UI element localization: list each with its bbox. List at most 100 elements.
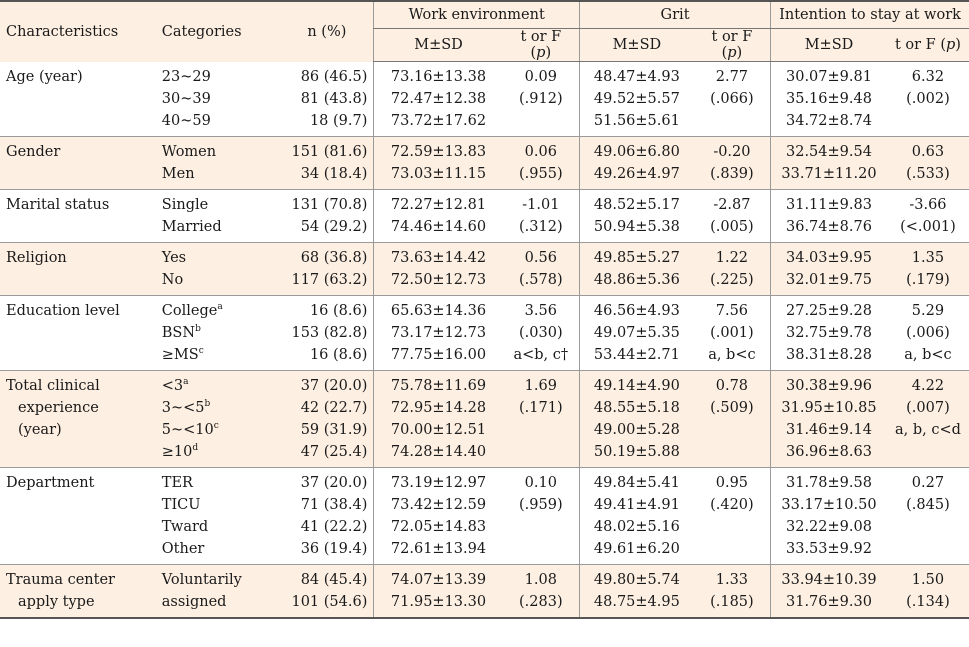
intention-msd-value: 33.17±10.50 [781, 497, 877, 513]
category-cell: Collegea BSNb ≥MSc [155, 295, 281, 371]
grit-msd-value: 51.56±5.61 [593, 113, 680, 129]
grit-test-value: (.839) [710, 166, 754, 182]
work-environment-test-value: 1.69 [524, 378, 557, 394]
category-label: 3~<5b [162, 397, 275, 419]
n-percent-value: 86 (46.5) [300, 68, 368, 85]
category-text: Other [161, 541, 205, 557]
n-percent-value: 36 (19.4) [300, 541, 368, 557]
characteristic-cell: Education level [0, 295, 156, 371]
n-percent-value: 37 (20.0) [300, 475, 368, 491]
n-percent-value: 117 (63.2) [291, 272, 368, 288]
characteristic-value: (year) [18, 422, 62, 438]
header-intention-to-stay: Intention to stay at work [770, 0, 969, 29]
category-text: 40~59 [161, 112, 211, 129]
header-we-msd: M±SD [373, 28, 503, 62]
grit-test-value: (.001) [710, 325, 754, 341]
intention-msd-cell: 32.54±9.54 33.71±11.20 [770, 136, 887, 190]
grit-msd-value: 49.84±5.41 [593, 475, 680, 491]
n-percent-value: 37 (20.0) [300, 378, 368, 394]
intention-msd-value: 31.11±9.83 [786, 197, 872, 213]
characteristic-cell: Trauma center apply type [0, 564, 156, 619]
category-text: 5~<10 [161, 422, 214, 438]
n-percent-value: 47 (25.4) [300, 444, 368, 460]
intention-test-value: -3.66 [909, 197, 947, 213]
category-text: 30~39 [161, 90, 211, 107]
characteristic-value: experience [18, 400, 99, 416]
characteristic-value: apply type [18, 594, 95, 610]
grit-msd-cell: 48.47±4.93 49.52±5.57 51.56±5.61 [578, 61, 694, 137]
category-superscript: c [198, 346, 204, 357]
grit-test-cell: -2.87 (.005) [693, 189, 771, 243]
n-percent-value: 84 (45.4) [300, 572, 368, 588]
work-environment-test-value: (.171) [519, 400, 563, 416]
intention-test-cell: 0.27 (.845) [886, 467, 969, 565]
intention-msd-value: 35.16±9.48 [786, 91, 872, 107]
category-text: Yes [161, 250, 187, 266]
header-work-environment: Work environment [373, 0, 580, 29]
grit-test-value: -2.87 [713, 197, 751, 213]
grit-msd-value: 48.52±5.17 [593, 197, 680, 213]
category-label: No [162, 269, 275, 291]
work-environment-test-value: 3.56 [524, 303, 557, 319]
category-label: assigned [162, 591, 275, 613]
work-environment-test-value: 0.10 [524, 475, 557, 491]
work-environment-test-cell: 3.56 (.030) a<b, c† [502, 295, 580, 371]
grit-msd-cell: 49.14±4.90 48.55±5.18 49.00±5.28 50.19±5.88 [578, 370, 694, 468]
n-percent-value: 153 (82.8) [291, 325, 368, 341]
header-we-t-or-f: t or F (p) [502, 28, 580, 62]
work-environment-msd-value: 72.61±13.94 [390, 541, 487, 557]
intention-test-value: (<.001) [900, 219, 956, 235]
header-n-percent: n (%) [280, 0, 374, 62]
work-environment-msd-value: 71.95±13.30 [390, 594, 487, 610]
table-row: Gender Women Men 151 (81.6) 34 (18.4) 72.59±1… [0, 136, 969, 190]
intention-msd-value: 31.95±10.85 [781, 400, 877, 416]
category-text: ≥MS [161, 347, 199, 363]
intention-msd-value: 33.71±11.20 [781, 166, 877, 182]
n-percent-value: 59 (31.9) [300, 422, 368, 438]
work-environment-msd-cell: 73.19±12.97 73.42±12.59 72.05±14.83 72.61±1… [373, 467, 503, 565]
work-environment-msd-cell: 74.07±13.39 71.95±13.30 [373, 564, 503, 619]
intention-test-value: a, b, c<d [894, 422, 961, 438]
table-row: Department TER TICU Tward Other 37 (20.0) 71 (… [0, 467, 969, 565]
intention-test-cell: 1.50 (.134) [886, 564, 969, 619]
work-environment-msd-value: 65.63±14.36 [390, 303, 487, 319]
grit-msd-value: 48.86±5.36 [593, 272, 680, 288]
intention-test-cell: 0.63 (.533) [886, 136, 969, 190]
work-environment-msd-value: 75.78±11.69 [390, 378, 487, 394]
intention-msd-value: 31.76±9.30 [786, 594, 872, 610]
intention-msd-value: 32.75±9.78 [786, 325, 872, 341]
intention-test-value: 0.63 [911, 144, 945, 160]
grit-msd-value: 49.06±6.80 [593, 144, 680, 160]
category-text: Voluntarily [161, 572, 242, 588]
category-label: ≥10d [162, 441, 275, 463]
intention-msd-value: 27.25±9.28 [786, 303, 872, 319]
category-text: Tward [161, 519, 209, 535]
work-environment-msd-value: 77.75±16.00 [390, 347, 487, 363]
intention-test-value: 1.50 [911, 572, 945, 588]
characteristic-cell: Total clinical experience (year) [0, 370, 156, 468]
n-percent-value: 18 (9.7) [309, 112, 368, 129]
header-characteristics: Characteristics [0, 0, 156, 62]
characteristic-value: Department [6, 475, 95, 491]
category-label: Yes [162, 247, 275, 269]
work-environment-test-value: (.959) [519, 497, 563, 513]
category-text: Men [161, 166, 195, 182]
category-label: 23~29 [162, 66, 275, 88]
intention-test-value: (.134) [906, 594, 950, 610]
intention-msd-value: 30.07±9.81 [786, 69, 872, 85]
grit-test-value: 1.33 [715, 572, 749, 588]
grit-test-cell: 2.77 (.066) [693, 61, 771, 137]
category-label: Tward [162, 516, 275, 538]
category-label: <3a [162, 375, 275, 397]
category-text: TER [161, 475, 193, 491]
grit-test-cell: 7.56 (.001) a, b<c [693, 295, 771, 371]
category-text: Single [161, 197, 209, 213]
intention-msd-value: 32.22±9.08 [786, 519, 872, 535]
category-label: TER [162, 472, 275, 494]
intention-msd-value: 32.01±9.75 [786, 272, 872, 288]
n-percent-cell: 151 (81.6) 34 (18.4) [280, 136, 374, 190]
intention-test-value: a, b<c [904, 347, 952, 363]
n-percent-value: 71 (38.4) [300, 497, 368, 513]
grit-test-value: (.185) [710, 594, 754, 610]
category-superscript: a [183, 377, 189, 388]
